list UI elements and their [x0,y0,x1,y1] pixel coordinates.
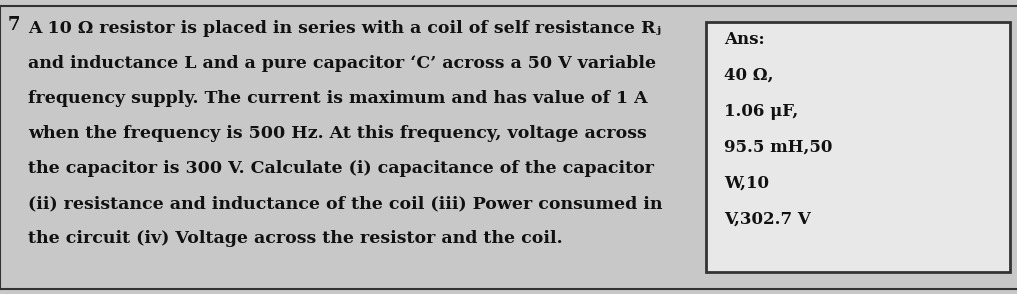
Text: the circuit (iv) Voltage across the resistor and the coil.: the circuit (iv) Voltage across the resi… [28,230,562,247]
FancyBboxPatch shape [706,22,1010,272]
Text: 7: 7 [8,16,20,34]
Text: A 10 Ω resistor is placed in series with a coil of self resistance Rⱼ: A 10 Ω resistor is placed in series with… [28,20,661,37]
Text: W,10: W,10 [724,175,769,192]
Text: 40 Ω,: 40 Ω, [724,67,774,84]
Text: frequency supply. The current is maximum and has value of 1 A: frequency supply. The current is maximum… [28,90,648,107]
Text: 1.06 μF,: 1.06 μF, [724,103,798,120]
Text: when the frequency is 500 Hz. At this frequency, voltage across: when the frequency is 500 Hz. At this fr… [28,125,647,142]
Text: the capacitor is 300 V. Calculate (i) capacitance of the capacitor: the capacitor is 300 V. Calculate (i) ca… [28,160,654,177]
Text: 95.5 mH,50: 95.5 mH,50 [724,139,832,156]
Text: and inductance L and a pure capacitor ‘C’ across a 50 V variable: and inductance L and a pure capacitor ‘C… [28,55,656,72]
Text: (ii) resistance and inductance of the coil (iii) Power consumed in: (ii) resistance and inductance of the co… [28,195,662,212]
Text: Ans:: Ans: [724,31,765,48]
Text: V,302.7 V: V,302.7 V [724,211,811,228]
